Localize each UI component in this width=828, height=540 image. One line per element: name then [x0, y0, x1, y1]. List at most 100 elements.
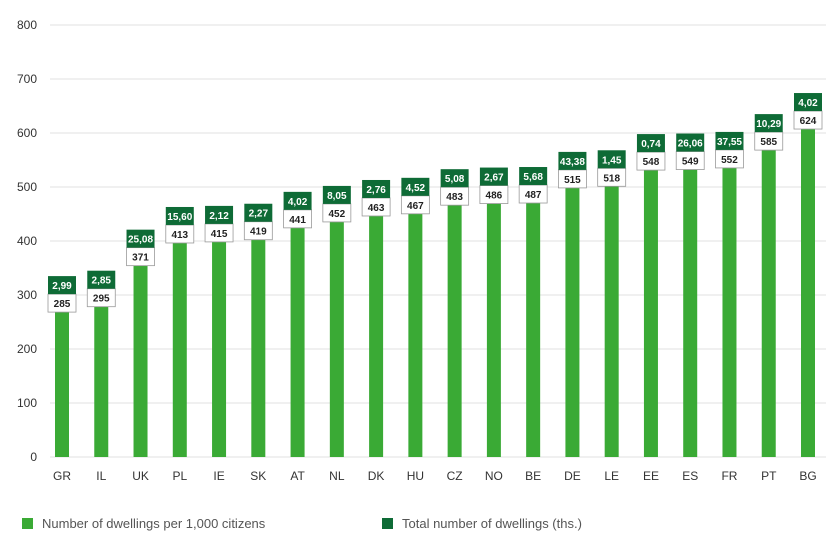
x-tick-label-hu: HU — [407, 469, 424, 483]
legend: Number of dwellings per 1,000 citizens T… — [22, 516, 822, 534]
data-label-total-be: 5,68 — [523, 172, 543, 183]
bar-pl — [172, 233, 187, 457]
x-tick-label-es: ES — [682, 469, 698, 483]
bar-pt — [761, 141, 776, 457]
bar-no — [486, 194, 501, 457]
data-label-per-1000-at: 441 — [289, 215, 306, 226]
data-label-per-1000-no: 486 — [486, 191, 503, 202]
data-label-total-ie: 2,12 — [209, 211, 229, 222]
data-label-per-1000-gr: 285 — [54, 299, 71, 310]
bar-at — [290, 218, 305, 457]
data-label-per-1000-de: 515 — [564, 175, 581, 186]
x-tick-label-ee: EE — [643, 469, 659, 483]
bar-cz — [447, 196, 462, 457]
data-label-total-cz: 5,08 — [445, 174, 465, 185]
legend-swatch-light-green — [22, 518, 33, 529]
x-tick-label-pt: PT — [761, 469, 777, 483]
data-label-per-1000-fr: 552 — [721, 155, 738, 166]
data-label-total-hu: 4,52 — [406, 183, 426, 194]
y-tick-label-100: 100 — [17, 396, 37, 410]
data-label-total-es: 26,06 — [678, 139, 703, 150]
x-tick-label-gr: GR — [53, 469, 71, 483]
y-tick-label-300: 300 — [17, 288, 37, 302]
y-tick-label-500: 500 — [17, 180, 37, 194]
x-tick-label-no: NO — [485, 469, 503, 483]
total-box-nl — [322, 185, 351, 204]
bar-chart: 0 100 200 300 400 500 600 700 800 285 2,99 GR 295 2,8… — [17, 18, 826, 483]
total-box-ie — [205, 205, 234, 224]
total-box-le — [597, 150, 626, 169]
total-box-cz — [440, 169, 469, 188]
data-label-total-le: 1,45 — [602, 155, 622, 166]
data-label-total-il: 2,85 — [92, 276, 112, 287]
x-tick-label-le: LE — [604, 469, 619, 483]
data-label-per-1000-hu: 467 — [407, 201, 424, 212]
data-label-per-1000-dk: 463 — [368, 203, 385, 214]
bar-ie — [212, 232, 227, 457]
y-tick-label-400: 400 — [17, 234, 37, 248]
x-tick-label-bg: BG — [799, 469, 816, 483]
legend-item-per-1000: Number of dwellings per 1,000 citizens — [22, 516, 265, 531]
data-label-per-1000-ee: 548 — [643, 157, 660, 168]
bar-es — [683, 160, 698, 458]
total-box-sk — [244, 203, 273, 222]
total-box-dk — [362, 179, 391, 198]
data-label-total-fr: 37,55 — [717, 137, 742, 148]
x-tick-label-be: BE — [525, 469, 541, 483]
x-tick-label-sk: SK — [250, 469, 266, 483]
total-box-at — [283, 191, 312, 210]
x-tick-label-il: IL — [96, 469, 106, 483]
bar-hu — [408, 204, 423, 457]
x-tick-label-pl: PL — [172, 469, 187, 483]
x-tick-label-nl: NL — [329, 469, 345, 483]
data-label-per-1000-ie: 415 — [211, 229, 228, 240]
total-box-gr — [48, 276, 76, 295]
bar-nl — [329, 212, 344, 457]
legend-swatch-dark-green — [382, 518, 393, 529]
bar-gr — [55, 303, 69, 457]
data-label-total-bg: 4,02 — [798, 98, 818, 109]
bar-dk — [369, 206, 384, 457]
total-box-pt — [754, 114, 783, 133]
total-box-bg — [794, 93, 822, 112]
bar-de — [565, 178, 580, 457]
data-label-per-1000-nl: 452 — [328, 209, 345, 220]
total-box-hu — [401, 177, 430, 196]
bar-fr — [722, 158, 737, 458]
bar-le — [604, 177, 619, 457]
data-label-total-pl: 15,60 — [167, 212, 192, 223]
bar-sk — [251, 230, 266, 457]
data-label-per-1000-pl: 413 — [171, 230, 188, 241]
total-box-il — [87, 270, 116, 289]
y-tick-label-200: 200 — [17, 342, 37, 356]
data-label-per-1000-be: 487 — [525, 190, 542, 201]
total-box-uk — [126, 229, 155, 248]
x-tick-label-fr: FR — [721, 469, 737, 483]
data-label-per-1000-sk: 419 — [250, 227, 267, 238]
data-label-total-pt: 10,29 — [756, 119, 781, 130]
total-box-no — [479, 167, 508, 186]
x-tick-label-cz: CZ — [447, 469, 463, 483]
data-label-per-1000-il: 295 — [93, 294, 110, 305]
data-label-per-1000-pt: 585 — [760, 137, 777, 148]
data-label-total-uk: 25,08 — [128, 235, 153, 246]
total-box-de — [558, 151, 587, 170]
y-tick-label-0: 0 — [30, 450, 37, 464]
data-label-total-nl: 8,05 — [327, 191, 347, 202]
total-box-be — [519, 167, 548, 186]
y-tick-label-600: 600 — [17, 126, 37, 140]
bar-ee — [643, 161, 658, 457]
total-box-pl — [165, 206, 194, 225]
data-label-total-ee: 0,74 — [641, 139, 661, 150]
bar-bg — [801, 120, 815, 457]
data-label-total-de: 43,38 — [560, 157, 585, 168]
bar-be — [526, 194, 541, 457]
data-label-total-gr: 2,99 — [52, 281, 72, 292]
data-label-total-no: 2,67 — [484, 173, 504, 184]
data-label-per-1000-le: 518 — [603, 173, 620, 184]
data-label-total-sk: 2,27 — [249, 209, 269, 220]
bar-il — [94, 297, 109, 457]
data-label-per-1000-bg: 624 — [800, 116, 817, 127]
data-label-per-1000-es: 549 — [682, 157, 699, 168]
legend-item-total: Total number of dwellings (ths.) — [382, 516, 582, 531]
